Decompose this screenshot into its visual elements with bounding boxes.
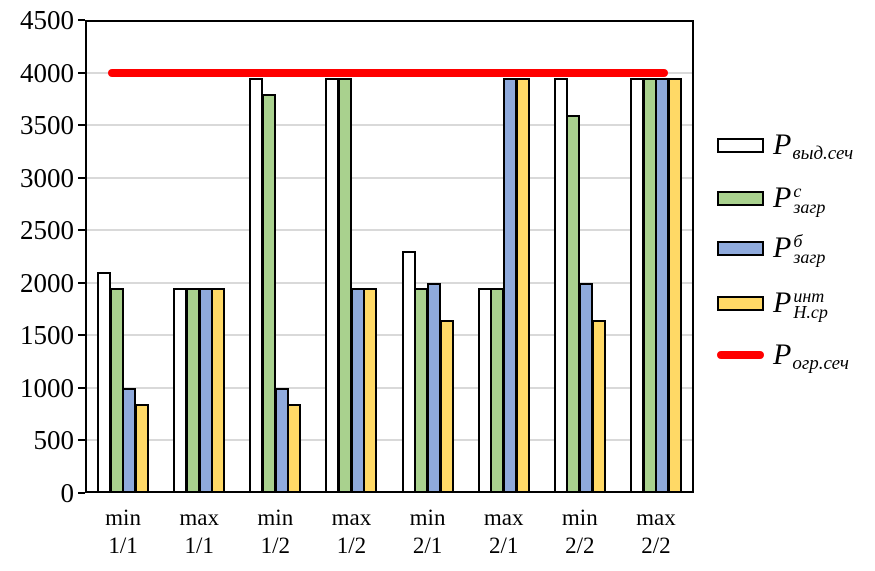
green-box-swatch (717, 190, 764, 206)
legend-label-base: P (773, 338, 792, 371)
gridline-500 (87, 439, 692, 442)
y-tick-1500 (78, 334, 85, 337)
red-line-swatch (717, 351, 764, 359)
x-label-line2: 2/2 (641, 533, 671, 558)
bar-series4-min-1/1 (135, 403, 150, 493)
legend-label-sub: Н.ср (793, 302, 828, 322)
x-label-line2: 1/2 (260, 533, 290, 558)
x-label-line2: 1/1 (108, 533, 138, 558)
x-label-line1: min (105, 505, 141, 530)
x-category-label-max-2/1: max 2/1 (466, 504, 542, 560)
y-tick-label: 3500 (20, 110, 74, 141)
y-tick-0 (78, 492, 85, 494)
legend-label-supsub: с загр (793, 181, 826, 217)
y-tick-3500 (78, 124, 85, 127)
y-tick-4000 (78, 71, 85, 74)
bar-series4-min-2/1 (439, 319, 454, 493)
x-category-label-min-2/1: min 2/1 (390, 504, 466, 560)
white-box-swatch (717, 137, 764, 153)
y-tick-500 (78, 439, 85, 442)
y-tick-label: 500 (33, 425, 75, 456)
y-tick-3000 (78, 176, 85, 179)
legend-label-sub: огр.сеч (792, 352, 849, 374)
gridline-1000 (87, 386, 692, 389)
legend-label-sup: б (793, 231, 803, 251)
gridline-3500 (87, 124, 692, 127)
legend-label-supsub: б загр (793, 231, 826, 267)
gridline-2000 (87, 281, 692, 284)
legend-label-sup: с (793, 181, 802, 201)
y-tick-2500 (78, 229, 85, 232)
bar-series4-max-1/2 (363, 288, 378, 493)
y-tick-label: 3000 (20, 162, 74, 193)
x-label-line1: max (179, 505, 219, 530)
x-label-line2: 1/1 (184, 533, 214, 558)
y-tick-label: 0 (60, 478, 75, 508)
y-tick-label: 1500 (20, 320, 74, 351)
legend-label-sub: выд.сеч (792, 142, 854, 164)
blue-box-swatch (717, 240, 764, 256)
legend-label-sub: загр (793, 197, 826, 217)
x-category-label-min-2/2: min 2/2 (542, 504, 618, 560)
x-label-line1: max (483, 505, 524, 530)
y-tick-1000 (78, 386, 85, 389)
y-tick-label: 2000 (20, 267, 74, 298)
y-tick-label: 2500 (20, 215, 74, 246)
gridline-1500 (87, 334, 692, 337)
x-label-line2: 2/2 (565, 533, 595, 558)
legend-label-supsub: инт Н.ср (793, 286, 828, 322)
x-category-label-min-1/2: min 1/2 (237, 504, 313, 560)
bar-series4-min-2/2 (591, 319, 606, 493)
gridline-2500 (87, 229, 692, 232)
y-tick-4500 (78, 19, 85, 21)
legend-label-base: P (773, 128, 792, 161)
x-label-line1: max (331, 505, 372, 530)
x-category-label-max-1/1: max 1/1 (161, 504, 237, 560)
legend-label-sup: инт (793, 286, 825, 306)
yellow-box-swatch (717, 295, 764, 311)
x-label-line1: max (636, 505, 676, 530)
y-tick-2000 (78, 281, 85, 284)
limit-line (108, 68, 668, 77)
legend-label-sub: загр (793, 247, 826, 267)
y-tick-label: 1000 (20, 372, 74, 403)
y-tick-label: 4500 (20, 5, 74, 35)
legend-label-base: P (773, 286, 792, 319)
x-category-label-max-1/2: max 1/2 (313, 504, 389, 560)
bar-series4-max-1/1 (211, 288, 226, 493)
legend-label-base: P (773, 231, 792, 264)
x-category-label-max-2/2: max 2/2 (618, 504, 694, 560)
x-label-line2: 1/2 (336, 533, 367, 558)
y-tick-label: 4000 (20, 57, 74, 88)
bar-series4-max-2/1 (515, 77, 530, 493)
x-label-line2: 2/1 (412, 533, 443, 558)
x-label-line1: min (409, 505, 446, 530)
x-category-label-min-1/1: min 1/1 (85, 504, 161, 560)
gridline-3000 (87, 176, 692, 179)
x-label-line1: min (257, 505, 294, 530)
x-label-line1: min (561, 505, 598, 530)
legend-label-base: P (773, 181, 792, 214)
bar-series4-min-1/2 (287, 403, 302, 493)
x-label-line2: 2/1 (488, 533, 519, 558)
bar-series4-max-2/2 (667, 77, 682, 493)
